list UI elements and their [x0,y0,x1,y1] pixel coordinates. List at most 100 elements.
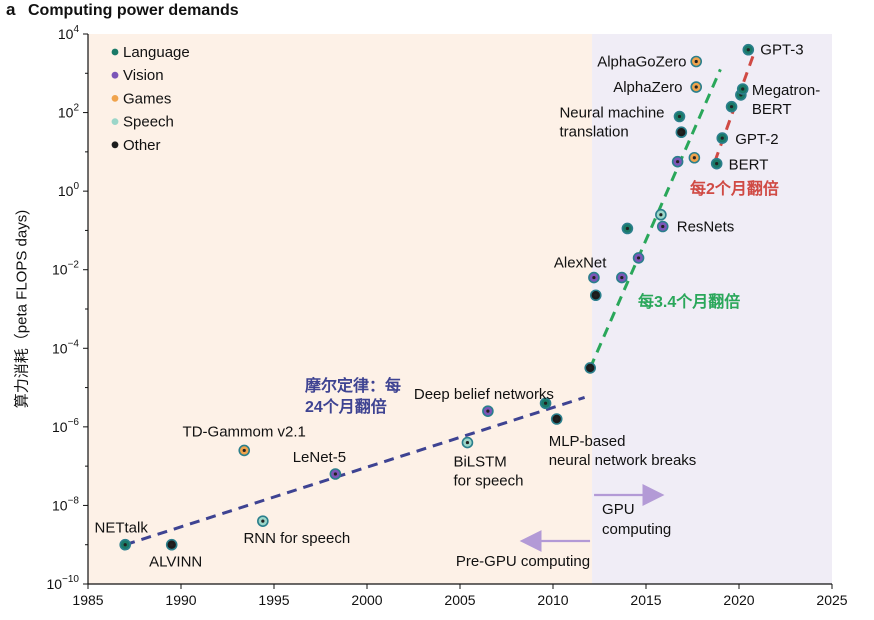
data-point-gpt-2 [716,132,729,144]
point-center [592,275,596,280]
data-point [688,151,701,164]
point-label-mlp-based-neural-network-breaks: neural network breaks [549,452,697,469]
point-center [588,366,592,370]
point-label-td-gammom-v2-1: TD-Gammom v2.1 [183,423,306,440]
point-center [661,224,665,229]
y-tick-label: 102 [58,103,80,121]
legend: Language Vision Games Speech Other [111,44,190,154]
legend-item-games: Games [111,90,171,107]
y-tick-label: 104 [58,24,80,42]
point-label-megatron-bert: Megatron- [752,82,820,99]
trend-label-recent: 每2个月翻倍 [690,179,779,198]
point-center [486,409,490,413]
panel-letter: a [6,0,16,19]
region-annotations: GPU computing Pre-GPU computing [456,484,671,570]
data-point-deep-belief-networks [482,405,494,417]
point-center [261,519,265,523]
data-point [632,252,645,264]
legend-label: Speech [123,114,174,131]
point-center [594,293,598,297]
data-point-alexnet [588,271,600,284]
point-center [729,105,734,109]
x-tick-label: 2025 [816,592,847,608]
point-label-alvinn: ALVINN [149,554,202,571]
point-label-rnn-for-speech: RNN for speech [243,530,350,547]
point-center [333,472,337,476]
data-point-resnets [656,220,669,233]
point-label-neural-machine-translation: Neural machine [559,105,664,122]
point-center [659,213,663,217]
point-center [620,275,624,280]
point-center [555,417,559,421]
data-point-nettalk [119,538,131,551]
point-center [625,226,630,231]
legend-item-other: Other [111,137,161,154]
point-center [679,130,683,134]
data-point-alphazero [690,81,703,93]
data-point-bilstm-for-speech [461,436,474,449]
legend-dot [111,48,119,56]
gpu-computing-label: GPU [602,501,635,518]
data-points [119,43,755,551]
point-label-neural-machine-translation: translation [559,124,628,141]
legend-dot [111,95,119,102]
data-point [621,222,634,235]
gpu-computing-label-line2: computing [602,521,671,538]
trend-label-moore: 24个月翻倍 [305,397,387,416]
point-label-alphazero: AlphaZero [613,79,682,96]
point-label-nettalk: NETtalk [95,520,149,537]
point-center [746,48,750,52]
x-tick-label: 2020 [723,592,754,608]
point-center [720,136,724,140]
x-tick-label: 2010 [537,592,568,608]
data-point-gpt-3 [742,43,755,56]
gpu-region [592,34,832,584]
data-point-alvinn [165,538,178,551]
point-center [676,160,680,164]
point-center [741,87,745,91]
legend-dot [111,118,119,125]
x-tick-label: 1990 [165,592,196,608]
data-point-neural-machine-translation [673,110,686,123]
data-point-lenet-5 [329,468,342,480]
y-tick-label: 10−8 [52,495,79,513]
data-point [725,100,738,113]
pre-gpu-computing-label: Pre-GPU computing [456,553,590,570]
y-tick-label: 10−4 [52,338,79,356]
point-label-deep-belief-networks: Deep belief networks [414,386,554,403]
point-center [636,256,641,260]
data-point-mlp-based-neural-network-breaks [550,413,563,425]
legend-item-speech: Speech [111,114,174,131]
x-tick-label: 1995 [258,592,289,608]
y-axis-label: 算力消耗（peta FLOPS days) [13,210,31,408]
data-point [616,271,628,284]
x-tick-label: 1985 [72,592,103,608]
trend-labels: 摩尔定律：每 24个月翻倍 每3.4个月翻倍 每2个月翻倍 [305,179,779,416]
point-center [677,114,682,119]
point-label-resnets: ResNets [677,219,735,236]
point-label-gpt-2: GPT-2 [735,131,778,148]
trend-line-moore [124,395,586,547]
data-point [655,208,667,221]
legend-label: Language [123,44,190,61]
y-tick-label: 10−2 [52,260,79,278]
point-label-lenet-5: LeNet-5 [293,449,346,466]
data-point-rnn-for-speech [257,515,269,527]
trend-label-gpu: 每3.4个月翻倍 [638,292,740,311]
trend-line-gpu [588,68,722,369]
legend-label: Games [123,90,171,107]
point-label-gpt-3: GPT-3 [760,42,803,59]
legend-dot [111,141,119,149]
point-center [170,543,174,547]
data-point [671,155,684,168]
legend-label: Other [123,137,161,154]
y-tick-label: 10−10 [46,574,79,592]
point-center [694,59,698,64]
point-label-alexnet: AlexNet [554,255,607,272]
point-label-bilstm-for-speech: BiLSTM [453,454,506,471]
legend-dot [111,71,119,79]
legend-item-vision: Vision [111,67,164,84]
point-center [123,543,127,547]
data-point-td-gammom-v2-1 [238,444,251,457]
data-point-bert [710,157,723,170]
